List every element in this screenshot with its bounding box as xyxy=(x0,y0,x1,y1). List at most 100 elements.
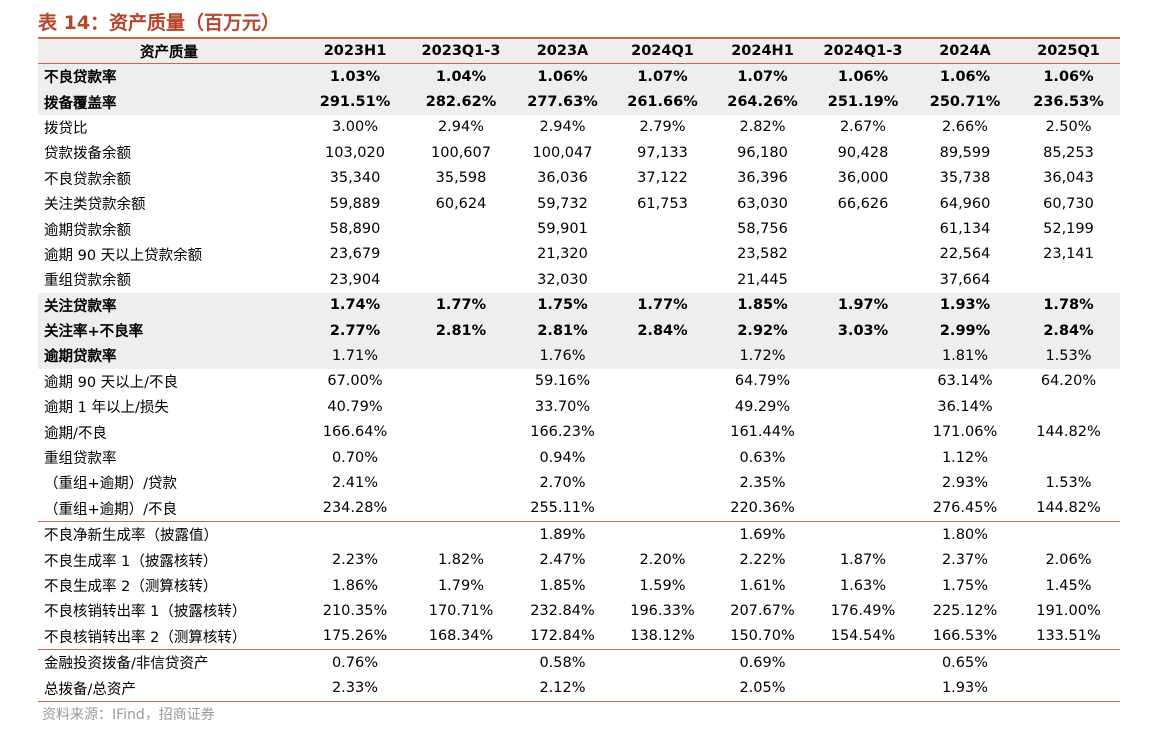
header-cell: 2023H1 xyxy=(300,37,410,64)
table-cell: 22,564 xyxy=(939,246,991,263)
table-cell: 59,889 xyxy=(329,195,381,212)
table-cell: 166.23% xyxy=(530,424,595,441)
row-label: 逾期/不良 xyxy=(44,425,107,442)
table-cell xyxy=(1017,394,1120,419)
table-row: 关注贷款率 1.74% 1.77% 1.75% 1.77% 1.85% 1.97% 1.93%… xyxy=(38,292,1120,318)
table-cell xyxy=(613,648,712,676)
table-cell: 1.04% xyxy=(410,63,512,90)
table-cell: 166.53% xyxy=(932,628,998,645)
table-row: （重组+逾期）/不良 234.28% 255.11% 220.36% 276.45% 14… xyxy=(38,496,1120,522)
table-cell xyxy=(813,496,913,522)
table-cell xyxy=(813,648,913,676)
table-cell: 1.89% xyxy=(512,521,613,548)
row-label: 关注贷款率 xyxy=(38,292,300,318)
table-cell: 2.70% xyxy=(539,474,586,491)
table-cell: 2.93% xyxy=(941,474,989,491)
table-cell: 276.45% xyxy=(932,500,998,517)
table-row: 总拨备/总资产 2.33% 2.12% 2.05% 1.93% xyxy=(38,675,1120,702)
table-cell xyxy=(410,445,512,470)
table-cell: 1.77% xyxy=(613,292,712,318)
table-cell: 2.50% xyxy=(1045,119,1092,136)
table-cell: 85,253 xyxy=(1043,144,1094,161)
table-cell: 2.84% xyxy=(1017,317,1120,344)
table-cell: 61,134 xyxy=(939,221,991,238)
table-cell: 0.69% xyxy=(712,648,813,676)
table-cell: 150.70% xyxy=(730,628,795,645)
table-cell: 35,598 xyxy=(435,170,487,187)
table-row: 关注率+不良率 2.77% 2.81% 2.81% 2.84% 2.92% 3.03% 2.9… xyxy=(38,317,1120,344)
table-cell: 1.07% xyxy=(613,63,712,90)
table-title: 表 14：资产质量（百万元） xyxy=(38,12,281,34)
row-label: 金融投资拨备/非信贷资产 xyxy=(38,648,300,676)
table-cell: 1.45% xyxy=(1045,577,1092,594)
table-cell: 1.75% xyxy=(512,292,613,318)
table-cell: 64.79% xyxy=(734,373,791,390)
table-cell: 2.67% xyxy=(839,119,887,136)
table-cell: 35,738 xyxy=(939,170,991,187)
table-cell: 36,396 xyxy=(737,170,788,187)
table-cell xyxy=(613,521,712,548)
table-cell xyxy=(410,216,512,241)
table-cell: 3.00% xyxy=(331,119,379,136)
row-label: 不良生成率 2（测算核转） xyxy=(44,579,218,595)
table-cell xyxy=(613,242,712,267)
table-cell: 264.26% xyxy=(712,89,813,115)
table-cell: 1.87% xyxy=(839,552,887,569)
table-cell: 1.06% xyxy=(1017,63,1120,90)
table-cell xyxy=(813,470,913,495)
table-cell xyxy=(813,216,913,241)
table-cell: 1.93% xyxy=(913,292,1017,318)
header-row: 资产质量 2023H1 2023Q1-3 2023A 2024Q1 2024H1 2024Q… xyxy=(38,37,1120,64)
table-cell: 1.53% xyxy=(1045,474,1092,491)
table-cell: 23,904 xyxy=(329,271,381,288)
header-cell: 资产质量 xyxy=(38,37,300,64)
table-cell: 172.84% xyxy=(530,628,595,645)
table-row: 贷款拨备余额 103,020 100,607 100,047 97,133 96,180 9… xyxy=(38,140,1120,165)
table-cell: 1.97% xyxy=(813,292,913,318)
table-cell: 2.22% xyxy=(739,552,786,569)
row-label: （重组+逾期）/贷款 xyxy=(44,476,178,493)
table-cell: 32,030 xyxy=(537,271,588,288)
table-cell: 1.06% xyxy=(813,63,913,90)
table-cell: 1.06% xyxy=(512,63,613,90)
table-cell: 255.11% xyxy=(530,500,595,517)
header-cell: 2024Q1 xyxy=(613,37,712,64)
table-cell: 1.80% xyxy=(913,521,1017,548)
table-cell xyxy=(613,216,712,241)
table-cell: 49.29% xyxy=(734,398,791,415)
table-cell xyxy=(410,419,512,444)
table-cell: 2.35% xyxy=(739,474,786,491)
table-cell: 36.14% xyxy=(937,398,993,415)
table-cell xyxy=(813,369,913,394)
table-cell: 103,020 xyxy=(325,144,385,161)
table-cell: 251.19% xyxy=(813,89,913,115)
table-cell: 59,732 xyxy=(537,195,588,212)
table-cell: 89,599 xyxy=(939,144,991,161)
header-cell: 2025Q1 xyxy=(1017,37,1120,64)
row-label: （重组+逾期）/不良 xyxy=(44,501,178,518)
table-cell xyxy=(813,675,913,702)
table-cell: 154.54% xyxy=(830,628,896,645)
table-cell: 161.44% xyxy=(730,424,795,441)
table-cell: 2.33% xyxy=(300,675,410,702)
table-cell: 1.82% xyxy=(437,552,485,569)
table-cell: 144.82% xyxy=(1036,500,1101,517)
table-cell xyxy=(813,521,913,548)
table-cell: 1.76% xyxy=(512,343,613,369)
table-cell: 2.99% xyxy=(913,317,1017,344)
table-row: 逾期贷款余额 58,890 59,901 58,756 61,134 52,199 xyxy=(38,216,1120,241)
table-cell: 1.81% xyxy=(913,343,1017,369)
table-cell: 133.51% xyxy=(1036,628,1101,645)
row-label: 关注类贷款余额 xyxy=(44,197,146,214)
table-cell: 2.79% xyxy=(639,119,686,136)
table-cell: 234.28% xyxy=(322,500,388,517)
row-label: 总拨备/总资产 xyxy=(38,675,300,702)
table-cell xyxy=(1017,267,1120,292)
table-cell xyxy=(1017,445,1120,470)
table-cell: 196.33% xyxy=(630,602,695,619)
table-cell: 40.79% xyxy=(327,398,383,415)
table-row: 不良核销转出率 1（披露核转） 210.35% 170.71% 232.84% 196.… xyxy=(38,598,1120,623)
table-cell: 63,030 xyxy=(737,195,788,212)
table-cell xyxy=(813,267,913,292)
